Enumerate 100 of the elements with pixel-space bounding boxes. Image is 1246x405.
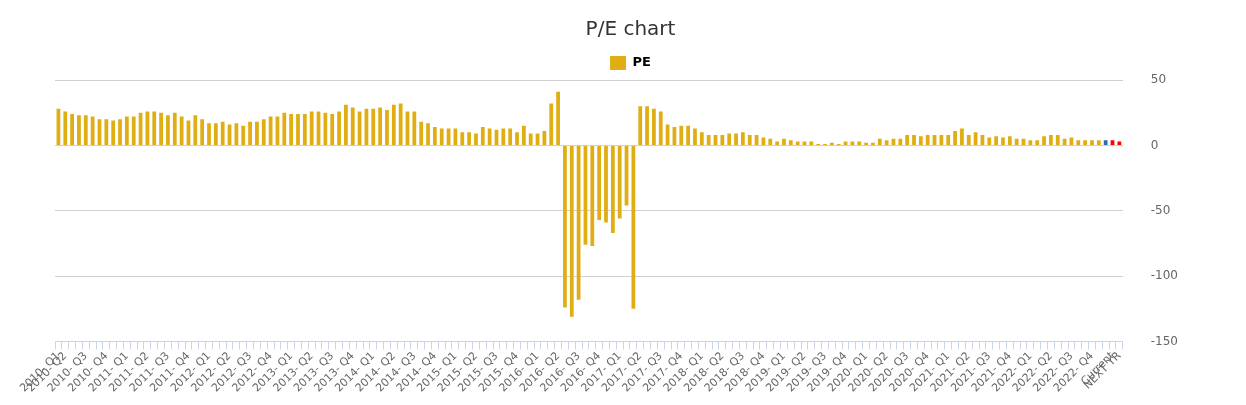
bar [843, 141, 848, 145]
bar [918, 136, 923, 145]
bar [90, 116, 95, 145]
bar [385, 110, 389, 145]
bar [549, 103, 554, 145]
bar [1001, 137, 1005, 145]
bar [309, 111, 314, 145]
bar [282, 112, 287, 145]
bar [912, 134, 916, 145]
bar [63, 111, 68, 145]
bar [528, 133, 533, 145]
bar [172, 112, 177, 145]
bar [77, 115, 81, 145]
bar [1083, 140, 1087, 145]
bar [83, 115, 88, 145]
bar [330, 114, 335, 145]
bar [953, 131, 957, 145]
y-tick-label: -150 [1150, 333, 1178, 348]
bar [898, 138, 903, 145]
bar [248, 121, 252, 145]
bar [487, 128, 492, 145]
bar [439, 128, 444, 145]
bar [686, 125, 691, 145]
bar [398, 103, 403, 145]
bar [597, 145, 602, 220]
bar [480, 127, 485, 145]
bar [1055, 134, 1060, 145]
bar [563, 145, 567, 308]
bar [391, 104, 396, 145]
bar [323, 112, 328, 145]
bar [871, 142, 875, 145]
bar [200, 119, 205, 145]
bar [371, 108, 376, 145]
bar [1049, 134, 1053, 145]
bar [884, 140, 889, 145]
bar [104, 119, 109, 145]
bar [617, 145, 622, 219]
bar [877, 138, 882, 145]
bar [1096, 140, 1101, 145]
bar [693, 128, 697, 145]
bar [925, 134, 930, 145]
bar [850, 141, 855, 145]
bar [720, 134, 725, 145]
bar [987, 137, 992, 145]
bar [1117, 141, 1122, 145]
bar [433, 127, 437, 145]
bar [994, 136, 999, 145]
bar [706, 134, 711, 145]
bar [412, 111, 417, 145]
bar [604, 145, 608, 223]
bar [1028, 140, 1033, 145]
bar [344, 104, 348, 145]
bar [515, 132, 519, 145]
bar [645, 106, 649, 145]
bar [261, 119, 266, 145]
bar [124, 116, 129, 145]
bar [501, 128, 506, 145]
bar [782, 138, 786, 145]
bar [727, 133, 732, 145]
y-tick-label: -100 [1150, 268, 1178, 283]
bar [590, 145, 595, 247]
bar [631, 145, 636, 309]
bar [1076, 140, 1081, 145]
bar [460, 132, 465, 145]
bar [241, 125, 246, 145]
bar [610, 145, 615, 233]
y-tick-label: 0 [1150, 137, 1159, 152]
bar [966, 134, 971, 145]
bar [426, 123, 430, 145]
bar [508, 128, 513, 145]
bar [864, 142, 868, 145]
bar [337, 111, 341, 145]
y-tick-label: -50 [1150, 202, 1171, 217]
bar [289, 114, 294, 145]
bar [159, 112, 163, 145]
bar [1035, 140, 1040, 145]
bar [775, 141, 779, 145]
bar [467, 132, 471, 145]
bar [255, 121, 259, 145]
bar [652, 108, 656, 145]
bar [179, 116, 184, 145]
bar [1090, 140, 1094, 145]
bar [905, 134, 910, 145]
bar [1042, 136, 1046, 145]
bar [213, 123, 218, 145]
bar [521, 125, 526, 145]
bar [960, 128, 964, 145]
bar [658, 111, 663, 145]
bar [741, 132, 745, 145]
chart-title: P/E chart [585, 16, 676, 41]
bar [152, 111, 157, 145]
bar [809, 141, 814, 145]
bar [118, 119, 122, 145]
bar [1007, 136, 1012, 145]
bar [747, 134, 752, 145]
bar [569, 145, 574, 317]
bar [802, 141, 807, 145]
bar [788, 140, 793, 145]
bar [296, 114, 300, 145]
bar [207, 123, 211, 145]
